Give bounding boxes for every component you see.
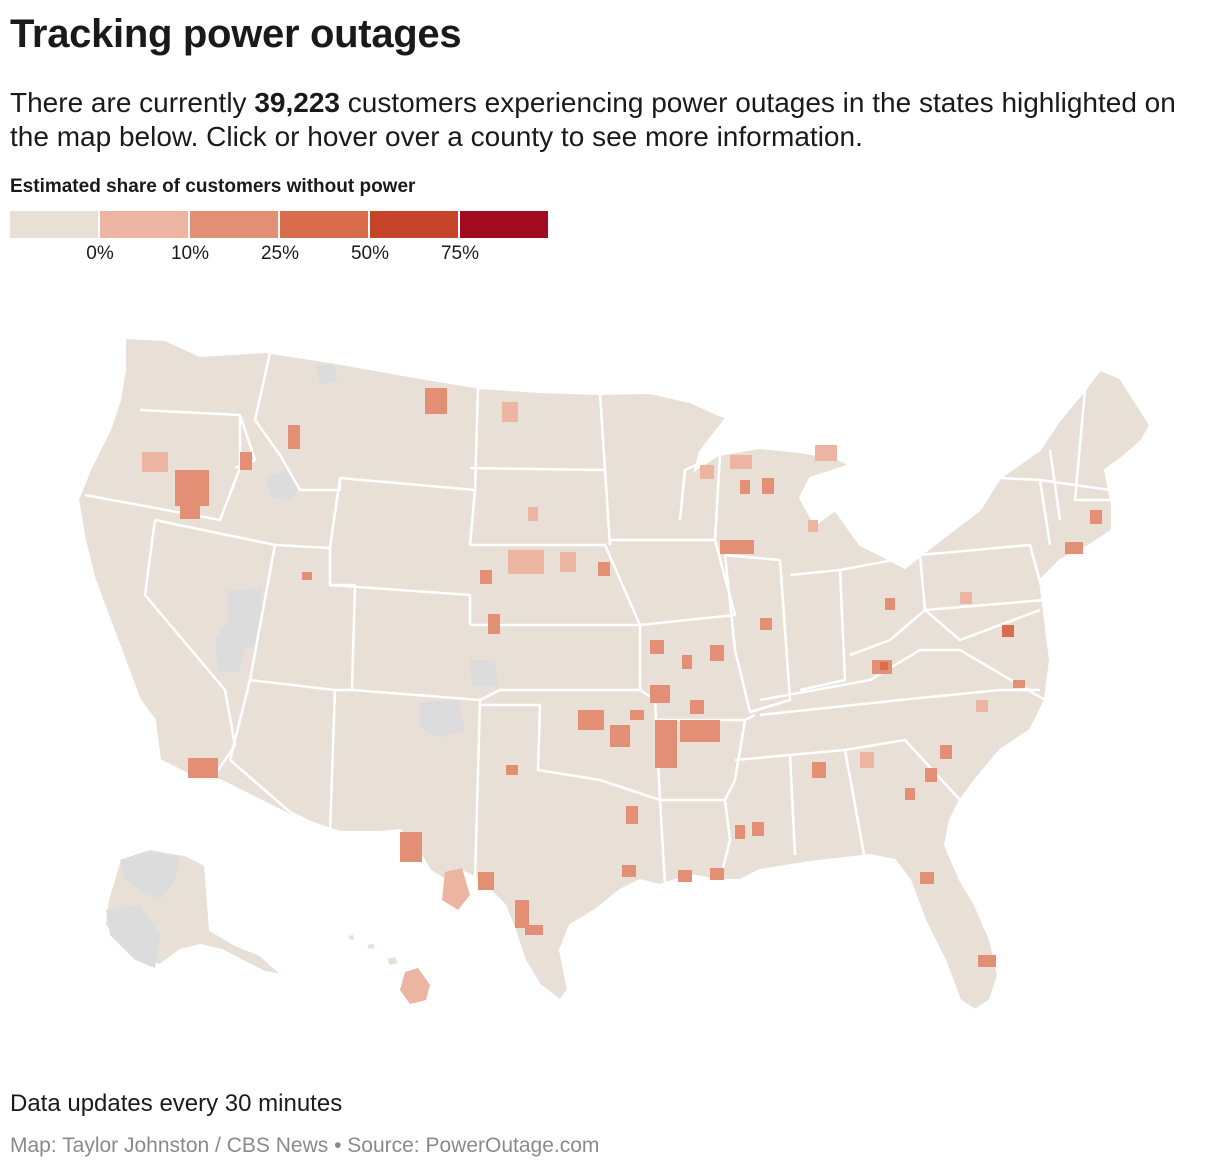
county-outage[interactable] [142, 452, 168, 472]
county-outage[interactable] [1065, 542, 1083, 554]
county-outage[interactable] [978, 955, 996, 967]
county-outage[interactable] [730, 455, 752, 469]
county-outage[interactable] [760, 618, 772, 630]
county-outage[interactable] [720, 540, 754, 554]
county-outage[interactable] [752, 822, 764, 836]
no-data-areas [106, 364, 498, 968]
county-outage[interactable] [630, 710, 644, 720]
county-outage[interactable] [188, 758, 218, 778]
county-outage[interactable] [560, 552, 576, 572]
county-outage[interactable] [650, 685, 670, 703]
intro-text: There are currently 39,223 customers exp… [10, 86, 1210, 154]
county-outage[interactable] [508, 550, 544, 574]
intro-suffix: customers experiencing power outages in … [10, 87, 1176, 152]
nodata-alaska-west [106, 905, 160, 968]
county-outage[interactable] [678, 870, 692, 882]
county-outage[interactable] [655, 720, 677, 768]
nodata-idaho [265, 470, 300, 500]
legend-color-scale [10, 211, 548, 238]
nodata-newmexico [420, 700, 466, 738]
legend-tick-75: 75% [440, 243, 480, 264]
hawaii-maui[interactable] [384, 954, 401, 968]
credit-line: Map: Taylor Johnston / CBS News • Source… [10, 1134, 600, 1157]
county-outage[interactable] [502, 402, 518, 422]
legend-title: Estimated share of customers without pow… [10, 176, 416, 197]
nodata-kansas [470, 660, 498, 686]
county-outage[interactable] [710, 868, 724, 880]
page-title: Tracking power outages [10, 12, 462, 56]
hawaii-oahu[interactable] [364, 941, 378, 952]
legend-tick-25: 25% [260, 243, 300, 264]
legend-swatch-25-50 [280, 211, 368, 238]
intro-prefix: There are currently [10, 87, 255, 118]
county-outage[interactable] [528, 507, 538, 521]
county-outage[interactable] [488, 614, 500, 634]
hawaii-big-island[interactable] [400, 968, 430, 1004]
legend-swatch-0-10 [100, 211, 188, 238]
county-outage[interactable] [240, 452, 252, 470]
legend-ticks: 0% 10% 25% 50% 75% [0, 243, 600, 267]
county-outage[interactable] [180, 505, 200, 519]
nodata-alaska-north [120, 850, 180, 900]
legend-swatch-10-25 [190, 211, 278, 238]
county-outage[interactable] [425, 388, 447, 414]
legend-swatch-75-100 [460, 211, 548, 238]
county-outage[interactable] [940, 745, 952, 759]
county-outage-severe[interactable] [880, 662, 888, 670]
county-outage[interactable] [478, 872, 494, 890]
legend-tick-50: 50% [350, 243, 390, 264]
county-outage[interactable] [515, 900, 529, 928]
county-outage[interactable] [598, 562, 610, 576]
county-outage[interactable] [860, 752, 874, 768]
hawaii-kauai[interactable] [345, 932, 358, 943]
county-outage[interactable] [710, 645, 724, 661]
legend-swatch-50-75 [370, 211, 458, 238]
legend-tick-10: 10% [170, 243, 210, 264]
county-outage[interactable] [1013, 680, 1025, 688]
county-outage[interactable] [680, 720, 720, 742]
county-outage[interactable] [905, 788, 915, 800]
update-note: Data updates every 30 minutes [10, 1090, 343, 1117]
county-outage[interactable] [735, 825, 745, 839]
nodata-montana [316, 364, 338, 384]
county-outage[interactable] [1090, 510, 1102, 524]
county-outage[interactable] [960, 592, 972, 604]
county-outage[interactable] [525, 925, 543, 935]
county-outage[interactable] [812, 762, 826, 778]
county-outage[interactable] [976, 700, 988, 712]
county-outage[interactable] [288, 425, 300, 449]
county-outage[interactable] [400, 832, 422, 862]
county-outage[interactable] [682, 655, 692, 669]
county-outage[interactable] [885, 598, 895, 610]
nodata-nevada [215, 588, 262, 672]
county-outage[interactable] [762, 478, 774, 494]
county-outage[interactable] [480, 570, 492, 584]
us-outage-map[interactable] [0, 300, 1220, 1020]
county-outage[interactable] [925, 768, 937, 782]
outage-counties[interactable] [142, 388, 1102, 967]
customer-count: 39,223 [254, 87, 340, 118]
county-outage[interactable] [442, 868, 470, 910]
county-outage[interactable] [302, 572, 312, 580]
county-outage[interactable] [622, 865, 636, 877]
county-outage[interactable] [506, 765, 518, 775]
legend-swatch-base [10, 211, 98, 238]
county-outage[interactable] [690, 700, 704, 714]
county-outage[interactable] [808, 520, 818, 532]
county-outage[interactable] [815, 445, 837, 461]
county-outage[interactable] [740, 480, 750, 494]
county-outage[interactable] [610, 725, 630, 747]
county-outage[interactable] [175, 470, 209, 506]
county-outage[interactable] [920, 872, 934, 884]
county-outage-severe[interactable] [1002, 625, 1014, 637]
county-outage[interactable] [650, 640, 664, 654]
county-outage[interactable] [700, 465, 714, 479]
county-outage[interactable] [626, 806, 638, 824]
legend-tick-0: 0% [86, 243, 114, 264]
county-outage[interactable] [578, 710, 604, 730]
